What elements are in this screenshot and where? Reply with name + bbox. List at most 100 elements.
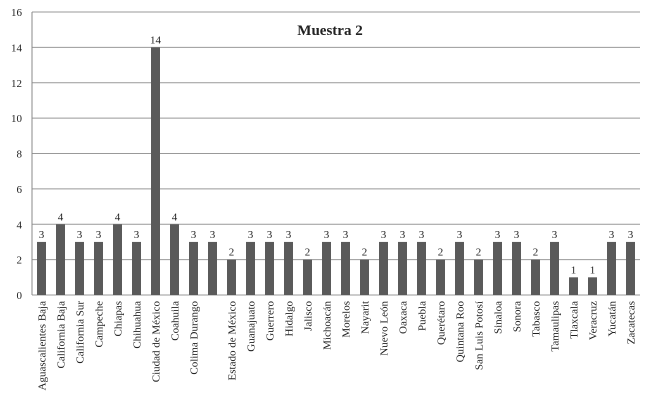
data-label: 3 — [552, 229, 558, 241]
y-tick-label: 4 — [17, 219, 23, 231]
bar — [208, 241, 217, 295]
bar — [569, 277, 578, 295]
x-tick-label: Nuevo León — [379, 301, 391, 356]
bar — [588, 277, 597, 295]
chart-title: Muestra 2 — [297, 23, 362, 39]
data-label: 3 — [96, 229, 102, 241]
data-label: 2 — [438, 247, 444, 259]
bar — [284, 241, 293, 295]
y-tick-label: 14 — [11, 42, 23, 54]
x-tick-label: Tabasco — [531, 301, 543, 337]
bar — [550, 241, 559, 295]
data-label: 14 — [150, 34, 162, 46]
data-label: 3 — [324, 229, 330, 241]
bar — [132, 241, 141, 295]
bar — [474, 259, 483, 295]
bar — [113, 224, 122, 295]
bar — [189, 241, 198, 295]
x-tick-label: California Baja — [56, 301, 68, 369]
bar — [531, 259, 540, 295]
bar — [493, 241, 502, 295]
x-tick-label: Chihuahua — [132, 301, 144, 349]
bar — [265, 241, 274, 295]
data-label: 3 — [248, 229, 254, 241]
x-tick-label: Querétaro — [436, 301, 448, 345]
data-label: 1 — [571, 264, 577, 276]
bar — [379, 241, 388, 295]
x-tick-label: Zacatecas — [626, 301, 638, 344]
data-label: 2 — [476, 247, 482, 259]
y-tick-label: 16 — [11, 7, 23, 19]
x-tick-label: Estado de México — [227, 301, 239, 381]
bar — [341, 241, 350, 295]
bar — [227, 259, 236, 295]
bar — [436, 259, 445, 295]
data-label: 2 — [362, 247, 368, 259]
y-tick-label: 12 — [11, 78, 22, 90]
x-tick-label: Morelos — [341, 301, 353, 338]
x-tick-label: California Sur — [75, 301, 87, 364]
data-label: 4 — [115, 211, 121, 223]
data-label: 3 — [514, 229, 520, 241]
data-label: 3 — [609, 229, 615, 241]
x-tick-label: Campeche — [94, 301, 106, 348]
x-tick-label: Coahuila — [170, 301, 182, 341]
x-tick-label: Michoacán — [322, 301, 334, 350]
data-label: 3 — [400, 229, 406, 241]
x-tick-label: Hidalgo — [284, 301, 296, 337]
data-label: 3 — [628, 229, 634, 241]
x-tick-label: Jalisco — [303, 301, 315, 331]
data-label: 2 — [305, 247, 311, 259]
bar — [94, 241, 103, 295]
bar — [360, 259, 369, 295]
bar — [512, 241, 521, 295]
data-label: 2 — [229, 247, 235, 259]
data-label: 3 — [134, 229, 140, 241]
data-label: 3 — [286, 229, 292, 241]
bar — [56, 224, 65, 295]
bar — [170, 224, 179, 295]
x-tick-label: Puebla — [417, 301, 429, 331]
x-tick-label: Guanajuato — [246, 301, 258, 352]
bar — [246, 241, 255, 295]
data-label: 3 — [210, 229, 216, 241]
data-label: 3 — [267, 229, 273, 241]
y-tick-label: 10 — [11, 113, 23, 125]
data-label: 3 — [457, 229, 463, 241]
x-tick-label: Yucatán — [607, 301, 619, 337]
bar — [417, 241, 426, 295]
x-tick-label: Oaxaca — [398, 301, 410, 334]
x-tick-label: Veracruz — [588, 301, 600, 340]
bar — [322, 241, 331, 295]
x-tick-label: Colima Durango — [189, 301, 201, 375]
x-tick-label: San Luis Potosí — [474, 301, 486, 370]
x-tick-label: Tlaxcala — [569, 301, 581, 339]
bar — [303, 259, 312, 295]
x-tick-label: Nayarit — [360, 301, 372, 334]
x-tick-label: Sonora — [512, 301, 524, 332]
y-tick-label: 6 — [17, 184, 23, 196]
data-label: 3 — [39, 229, 45, 241]
y-tick-label: 2 — [17, 255, 23, 267]
data-label: 4 — [172, 211, 178, 223]
data-label: 3 — [343, 229, 349, 241]
data-label: 3 — [191, 229, 197, 241]
bar — [151, 47, 160, 295]
data-label: 3 — [419, 229, 425, 241]
bar — [398, 241, 407, 295]
x-tick-label: Ciudad de México — [151, 301, 163, 383]
bar — [75, 241, 84, 295]
data-label: 3 — [495, 229, 501, 241]
bar — [37, 241, 46, 295]
data-label: 2 — [533, 247, 539, 259]
x-tick-label: Aguascalientes Baja — [37, 301, 49, 391]
bar — [607, 241, 616, 295]
data-label: 4 — [58, 211, 64, 223]
x-tick-label: Sinaloa — [493, 301, 505, 334]
x-tick-label: Guerrero — [265, 301, 277, 341]
data-label: 1 — [590, 264, 596, 276]
x-tick-label: Tamaulipas — [550, 301, 562, 352]
bar — [626, 241, 635, 295]
y-tick-label: 8 — [17, 149, 23, 161]
bar — [455, 241, 464, 295]
